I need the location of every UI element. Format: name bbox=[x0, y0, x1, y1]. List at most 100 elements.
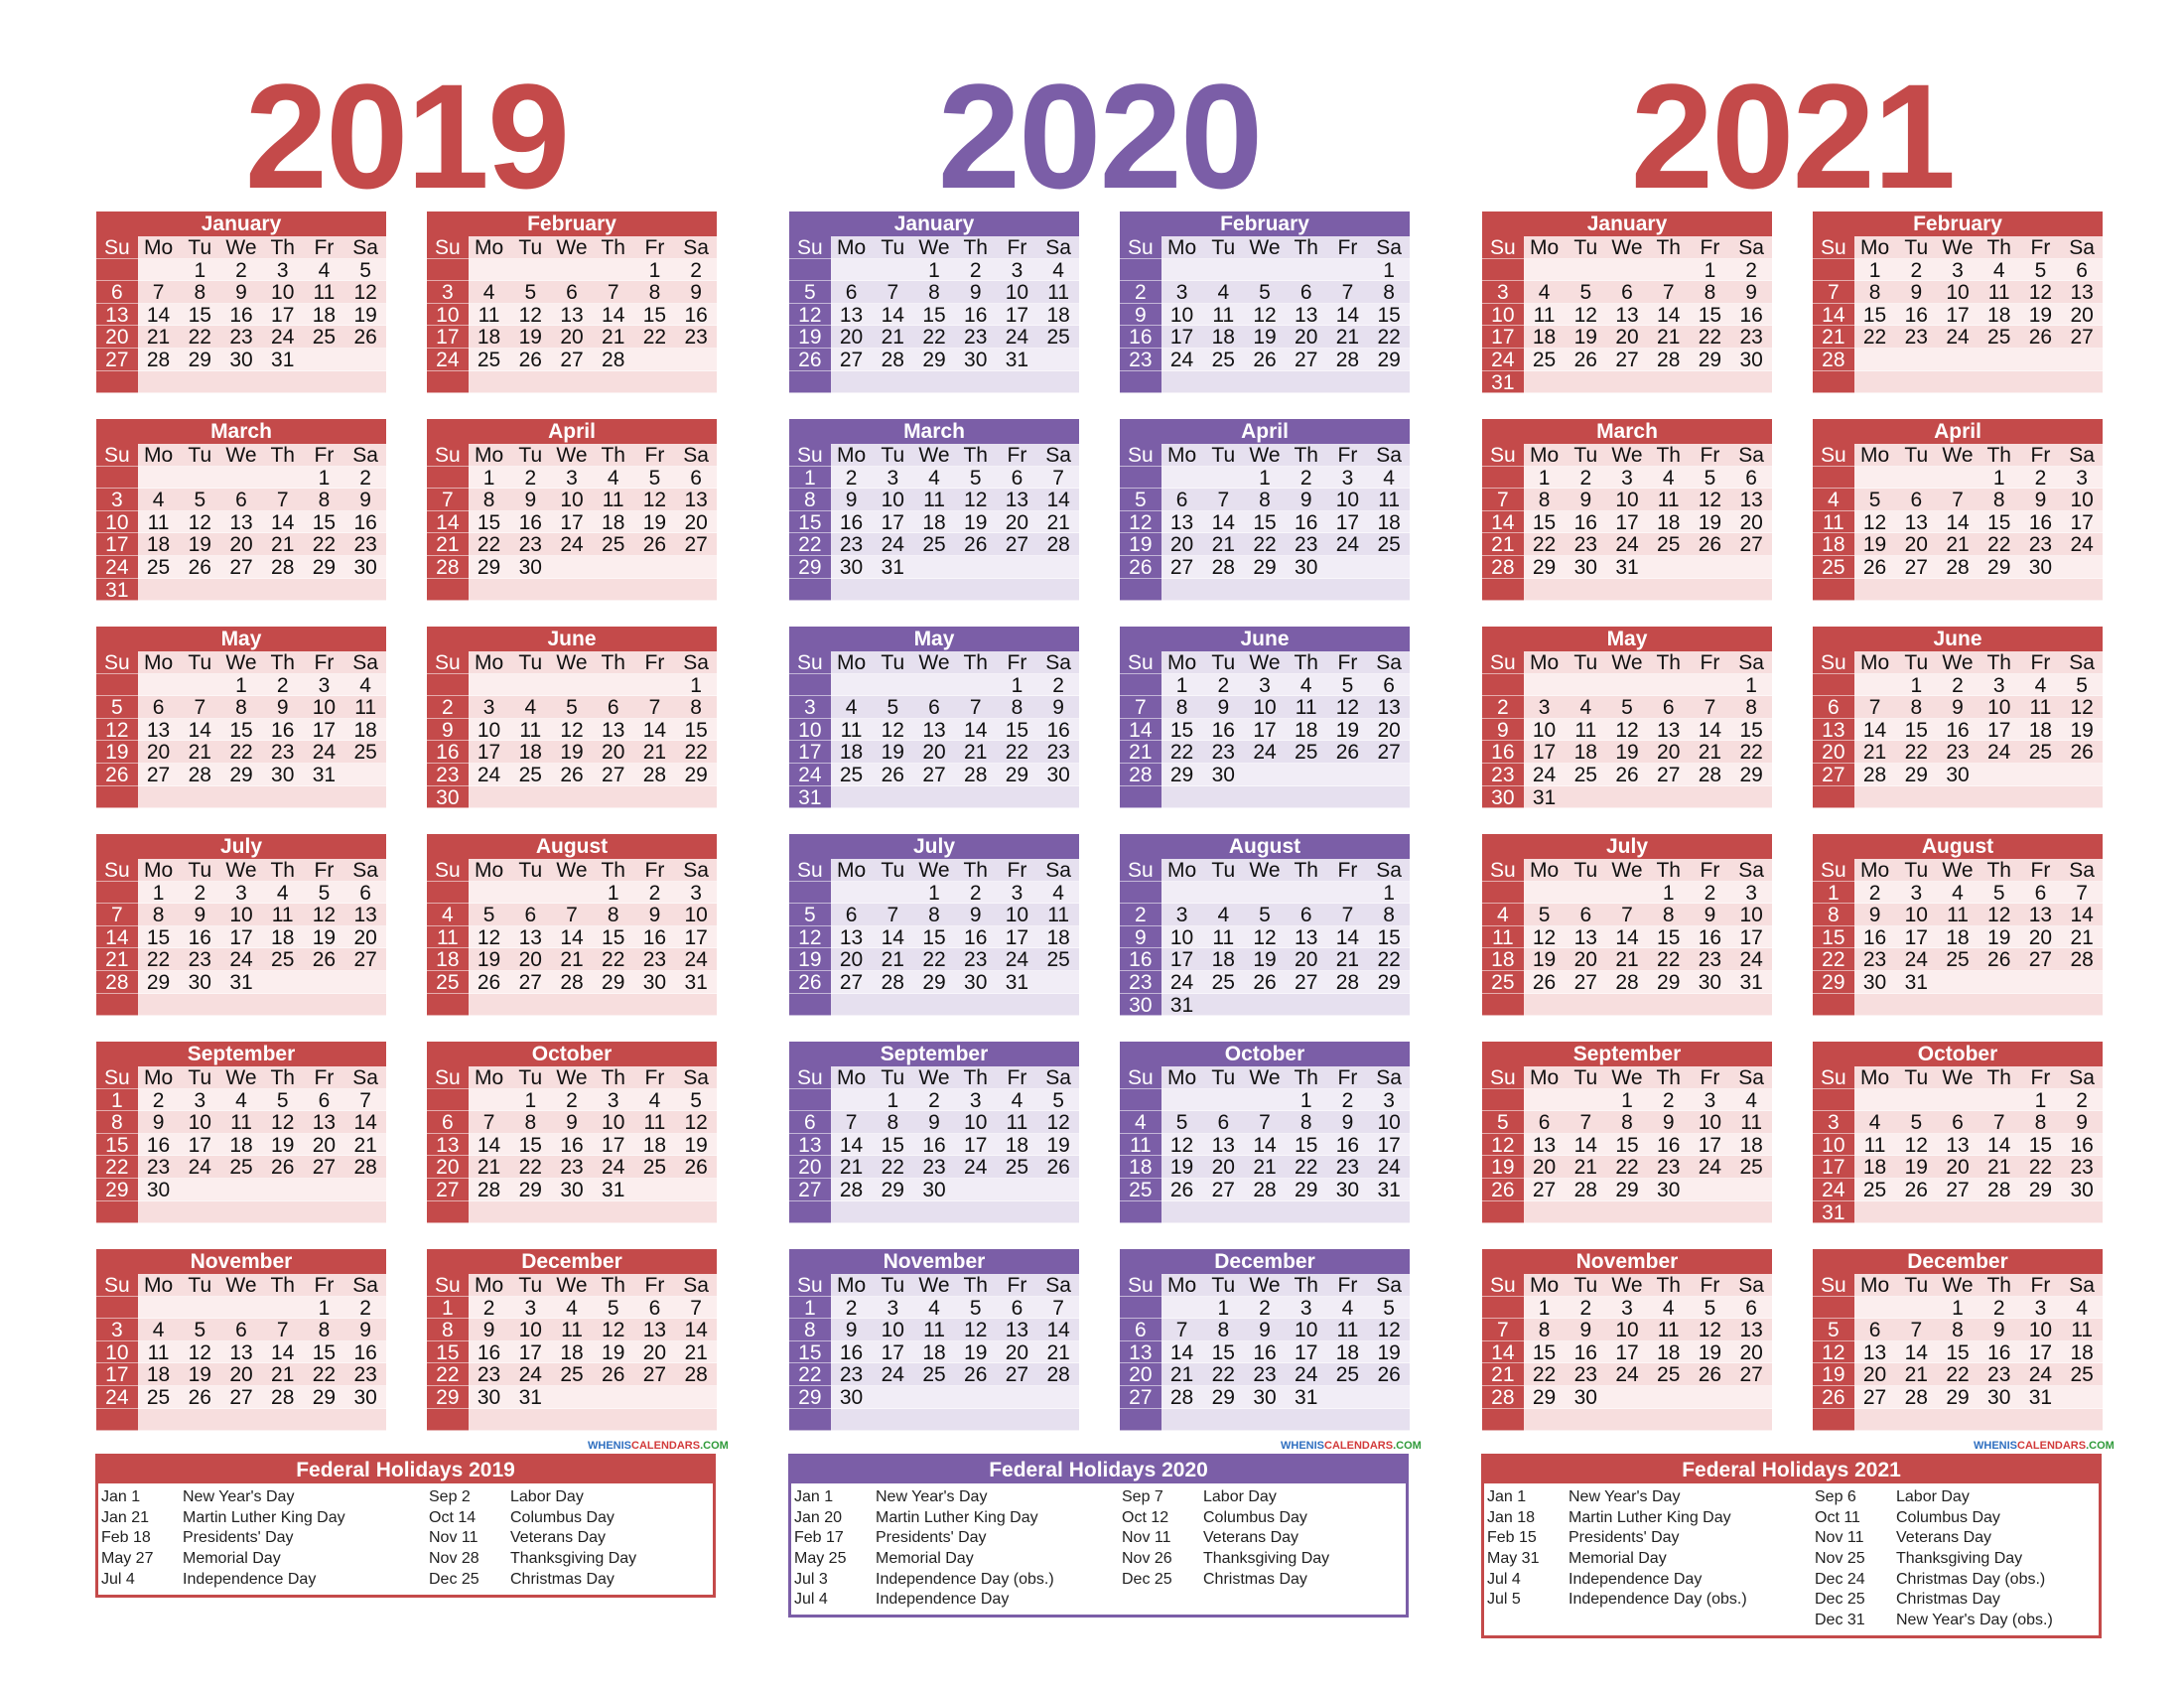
day-cell: 30 bbox=[1730, 348, 1772, 371]
day-cell: 2 bbox=[427, 696, 469, 719]
day-cell: 18 bbox=[344, 718, 386, 742]
month-january: January Su Mo Tu We Th Fr Sa 1 2 3 4 5 6 7 8 9 10 11 12 13 14… bbox=[96, 211, 386, 394]
day-cell: 22 bbox=[789, 1363, 831, 1386]
day-cell bbox=[1120, 1296, 1161, 1320]
day-cell: 19 bbox=[1160, 1156, 1203, 1179]
day-cell bbox=[1160, 1296, 1203, 1320]
day-cell: 5 bbox=[1978, 881, 2020, 904]
day-cell: 13 bbox=[1285, 925, 1327, 949]
day-cell: 23 bbox=[1647, 1156, 1690, 1179]
day-cell bbox=[261, 993, 304, 1017]
day-cell: 24 bbox=[1244, 741, 1286, 764]
day-cell: 1 bbox=[427, 1296, 469, 1319]
month-name: May bbox=[1482, 627, 1772, 651]
month-name: June bbox=[427, 627, 717, 651]
day-cell: 22 bbox=[1895, 741, 1938, 764]
day-cell: 27 bbox=[1285, 970, 1327, 994]
day-cell: 3 bbox=[789, 696, 831, 719]
day-cell bbox=[179, 1296, 221, 1320]
weekday-label: Sa bbox=[1368, 1066, 1410, 1089]
day-cell: 30 bbox=[2061, 1178, 2103, 1201]
day-cell: 26 bbox=[633, 533, 676, 556]
day-cell bbox=[468, 258, 510, 282]
day-cell: 20 bbox=[1285, 948, 1327, 971]
day-cell: 2 bbox=[1978, 1296, 2020, 1319]
day-cell: 8 bbox=[913, 904, 955, 926]
day-cell bbox=[872, 578, 914, 602]
day-cell: 31 bbox=[1813, 1200, 1854, 1223]
weekday-label: Th bbox=[1647, 651, 1690, 674]
day-cell: 22 bbox=[1937, 1363, 1979, 1386]
day-cell: 22 bbox=[137, 948, 180, 971]
day-cell bbox=[1523, 370, 1566, 394]
day-cell: 10 bbox=[1606, 489, 1648, 511]
day-cell: 14 bbox=[675, 1319, 717, 1341]
day-cell: 30 bbox=[830, 1385, 873, 1409]
weekday-label: Tu bbox=[509, 444, 552, 467]
month-grid: Su Mo Tu We Th Fr Sa 1 2 3 4 5 6 7 8 9 10 11 12 13 14 15 16 17 1… bbox=[427, 651, 717, 808]
day-cell: 25 bbox=[1482, 970, 1524, 994]
weekday-label: Mo bbox=[468, 651, 510, 674]
day-cell: 18 bbox=[468, 326, 510, 349]
day-cell: 8 bbox=[2019, 1111, 2062, 1134]
weekday-label: Sa bbox=[675, 236, 717, 259]
day-cell: 8 bbox=[137, 904, 180, 926]
day-cell: 4 bbox=[1202, 904, 1245, 926]
day-cell: 18 bbox=[509, 741, 552, 764]
weekday-label: Mo bbox=[1853, 859, 1896, 882]
day-cell: 22 bbox=[1285, 1156, 1327, 1179]
day-cell: 7 bbox=[1689, 696, 1731, 719]
day-cell: 23 bbox=[675, 326, 717, 349]
day-cell: 18 bbox=[1202, 326, 1245, 349]
day-cell: 29 bbox=[2019, 1178, 2062, 1201]
day-cell: 16 bbox=[830, 1340, 873, 1364]
day-cell bbox=[1482, 1296, 1524, 1320]
day-cell: 25 bbox=[1853, 1178, 1896, 1201]
day-cell bbox=[830, 673, 873, 697]
day-cell: 28 bbox=[1482, 1385, 1524, 1409]
day-cell: 4 bbox=[1813, 489, 1854, 511]
day-cell: 10 bbox=[2061, 489, 2103, 511]
day-cell: 9 bbox=[509, 489, 552, 511]
day-cell: 25 bbox=[303, 326, 345, 349]
weekday-label: Mo bbox=[1523, 651, 1566, 674]
day-cell bbox=[1565, 1408, 1607, 1432]
day-cell bbox=[1813, 1088, 1854, 1112]
weekday-label: Th bbox=[592, 236, 634, 259]
day-cell: 10 bbox=[427, 303, 469, 327]
month-grid: Su Mo Tu We Th Fr Sa 1 2 3 4 5 6 7 8 9 10 11 12 13 14 15 16 17 1… bbox=[789, 651, 1079, 808]
day-cell bbox=[675, 578, 717, 602]
day-cell: 20 bbox=[1730, 510, 1772, 534]
day-cell bbox=[179, 370, 221, 394]
day-cell: 18 bbox=[220, 1133, 262, 1157]
day-cell bbox=[1606, 1385, 1648, 1409]
day-cell bbox=[1326, 578, 1369, 602]
day-cell: 18 bbox=[633, 1133, 676, 1157]
day-cell: 26 bbox=[96, 763, 138, 786]
day-cell: 27 bbox=[1895, 555, 1938, 579]
weekday-label: We bbox=[1244, 444, 1286, 467]
day-cell bbox=[2061, 1200, 2103, 1224]
weekday-label: Th bbox=[592, 1274, 634, 1297]
weekday-label: Sa bbox=[344, 444, 386, 467]
weekday-label: Su bbox=[427, 1066, 469, 1089]
day-cell: 16 bbox=[1565, 510, 1607, 534]
day-cell: 3 bbox=[220, 881, 262, 904]
weekday-label: Fr bbox=[1326, 1066, 1369, 1089]
day-cell: 27 bbox=[303, 1156, 345, 1179]
day-cell: 18 bbox=[427, 948, 469, 971]
day-cell: 10 bbox=[592, 1111, 634, 1134]
day-cell: 13 bbox=[675, 489, 717, 511]
day-cell bbox=[344, 348, 386, 371]
day-cell: 29 bbox=[509, 1178, 552, 1201]
day-cell: 18 bbox=[592, 510, 634, 534]
day-cell bbox=[96, 785, 138, 809]
day-cell: 3 bbox=[1937, 258, 1979, 281]
day-cell bbox=[220, 785, 262, 809]
holiday-name: Columbus Day bbox=[1896, 1508, 2000, 1526]
day-cell: 5 bbox=[509, 281, 552, 304]
day-cell: 16 bbox=[1244, 1340, 1286, 1364]
month-name: April bbox=[1120, 419, 1410, 444]
month-december: December Su Mo Tu We Th Fr Sa 1 2 3 4 5 6 7 8 9 10 11 12 13 1… bbox=[1120, 1249, 1410, 1432]
day-cell: 16 bbox=[1037, 718, 1079, 742]
